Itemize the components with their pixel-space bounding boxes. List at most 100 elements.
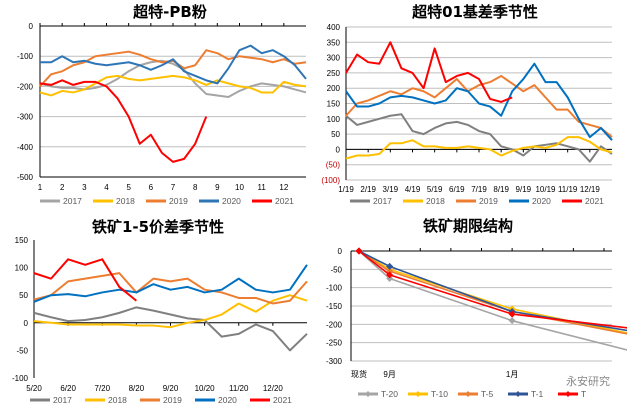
y-tick-label: 100 <box>327 115 341 124</box>
y-tick-label: (50) <box>326 161 341 170</box>
legend-label: 2017 <box>53 395 72 405</box>
y-tick-label: -300 <box>17 113 34 122</box>
x-tick-label: 1月 <box>506 370 518 379</box>
legend-label: 2021 <box>585 196 604 206</box>
series-line-2017 <box>345 113 613 163</box>
y-tick-label: 300 <box>327 54 341 63</box>
x-tick-label: 1 <box>38 183 43 192</box>
legend-label: 2018 <box>108 395 127 405</box>
legend-label: 2019 <box>479 196 498 206</box>
x-tick-label: 12 <box>279 183 288 192</box>
x-tick-label: 10/19 <box>535 185 556 194</box>
x-tick-label: 6/20 <box>60 384 76 393</box>
x-tick-label: 5 <box>126 183 131 192</box>
x-tick-label: 2 <box>60 183 65 192</box>
y-tick-label: 0 <box>24 319 29 328</box>
legend-label: 2019 <box>163 395 182 405</box>
data-point <box>386 262 394 270</box>
series-line-2021 <box>33 258 138 302</box>
series-line-T-5 <box>358 250 627 335</box>
x-tick-label: 9月 <box>383 370 395 379</box>
data-point <box>355 247 363 255</box>
series-line-2021 <box>345 41 513 103</box>
x-tick-label: 3/19 <box>383 185 399 194</box>
y-tick-label: -400 <box>17 143 34 152</box>
data-point <box>508 317 516 325</box>
y-tick-label: -100 <box>12 374 29 383</box>
legend-marker <box>415 391 421 397</box>
legend-label: T-20 <box>381 389 398 399</box>
y-tick-label: 0 <box>338 247 343 256</box>
y-tick-label: -300 <box>326 357 343 366</box>
y-tick-label: -50 <box>330 265 342 274</box>
x-tick-label: 11 <box>258 183 267 192</box>
series-line-T-1 <box>358 250 627 332</box>
x-tick-label: 8/19 <box>493 185 509 194</box>
legend-label: T-1 <box>531 389 544 399</box>
y-tick-label: 150 <box>15 236 29 245</box>
legend-label: T <box>581 389 586 399</box>
x-tick-label: 8/20 <box>129 384 145 393</box>
x-tick-label: 4 <box>104 183 109 192</box>
series-line-2018 <box>345 136 613 160</box>
legend-label: 2020 <box>532 196 551 206</box>
data-point <box>386 275 394 282</box>
x-tick-label: 10 <box>235 183 244 192</box>
data-point <box>508 310 516 318</box>
y-tick-label: -200 <box>17 82 34 91</box>
y-tick-label: 100 <box>15 264 29 273</box>
legend-label: T-10 <box>431 389 448 399</box>
series-line-T-10 <box>358 250 627 334</box>
x-tick-label: 12/19 <box>580 185 601 194</box>
watermark: 永安研究 <box>566 374 610 388</box>
x-tick-label: 现货 <box>351 369 367 379</box>
y-tick-label: -100 <box>17 52 34 61</box>
y-tick-label: -50 <box>16 346 28 355</box>
data-point <box>386 271 394 279</box>
legend-label: 2017 <box>373 196 392 206</box>
y-tick-label: 0 <box>29 22 34 31</box>
series-line-2017 <box>33 306 308 352</box>
y-tick-label: 200 <box>327 84 341 93</box>
legend-label: 2017 <box>63 196 82 206</box>
y-tick-label: (100) <box>321 176 340 185</box>
x-tick-label: 7 <box>171 183 176 192</box>
series-line-T-20 <box>358 250 627 351</box>
x-tick-label: 6 <box>149 183 154 192</box>
x-tick-label: 9/19 <box>516 185 532 194</box>
chart-2: 超特01基差季节性 400 350 300 250 200 150 100 50 0 (50) (10… <box>321 3 613 206</box>
x-tick-label: 11/19 <box>558 185 578 194</box>
legend-label: 2018 <box>116 196 135 206</box>
legend-label: 2020 <box>222 196 241 206</box>
series-line-2019 <box>345 74 613 138</box>
series-line-2019 <box>33 272 308 305</box>
series-line-2019 <box>39 49 307 88</box>
y-tick-label: -200 <box>326 320 343 329</box>
legend-label: 2019 <box>169 196 188 206</box>
y-tick-label: -150 <box>326 302 343 311</box>
x-tick-label: 12/20 <box>263 384 284 393</box>
x-tick-label: 3 <box>82 183 87 192</box>
x-tick-label: 11/20 <box>229 384 249 393</box>
legend-label: 2021 <box>275 196 294 206</box>
legend-marker <box>465 391 471 397</box>
chart-title: 铁矿1-5价差季节性 <box>92 218 224 236</box>
series-line-2020 <box>40 44 307 85</box>
x-tick-label: 9/20 <box>163 384 179 393</box>
x-tick-label: 10/20 <box>195 384 216 393</box>
y-tick-label: 350 <box>327 38 341 47</box>
legend-marker <box>365 391 371 397</box>
x-tick-label: 9 <box>215 183 220 192</box>
y-tick-label: 0 <box>336 145 341 154</box>
y-tick-label: 50 <box>19 291 28 300</box>
x-tick-label: 7/20 <box>94 384 110 393</box>
x-tick-label: 5/20 <box>26 384 42 393</box>
x-tick-label: 1/19 <box>338 185 354 194</box>
x-tick-label: 2/19 <box>360 185 376 194</box>
x-tick-label: 6/19 <box>449 185 465 194</box>
chart-title: 超特01基差季节性 <box>411 3 538 21</box>
legend-label: 2021 <box>273 395 292 405</box>
